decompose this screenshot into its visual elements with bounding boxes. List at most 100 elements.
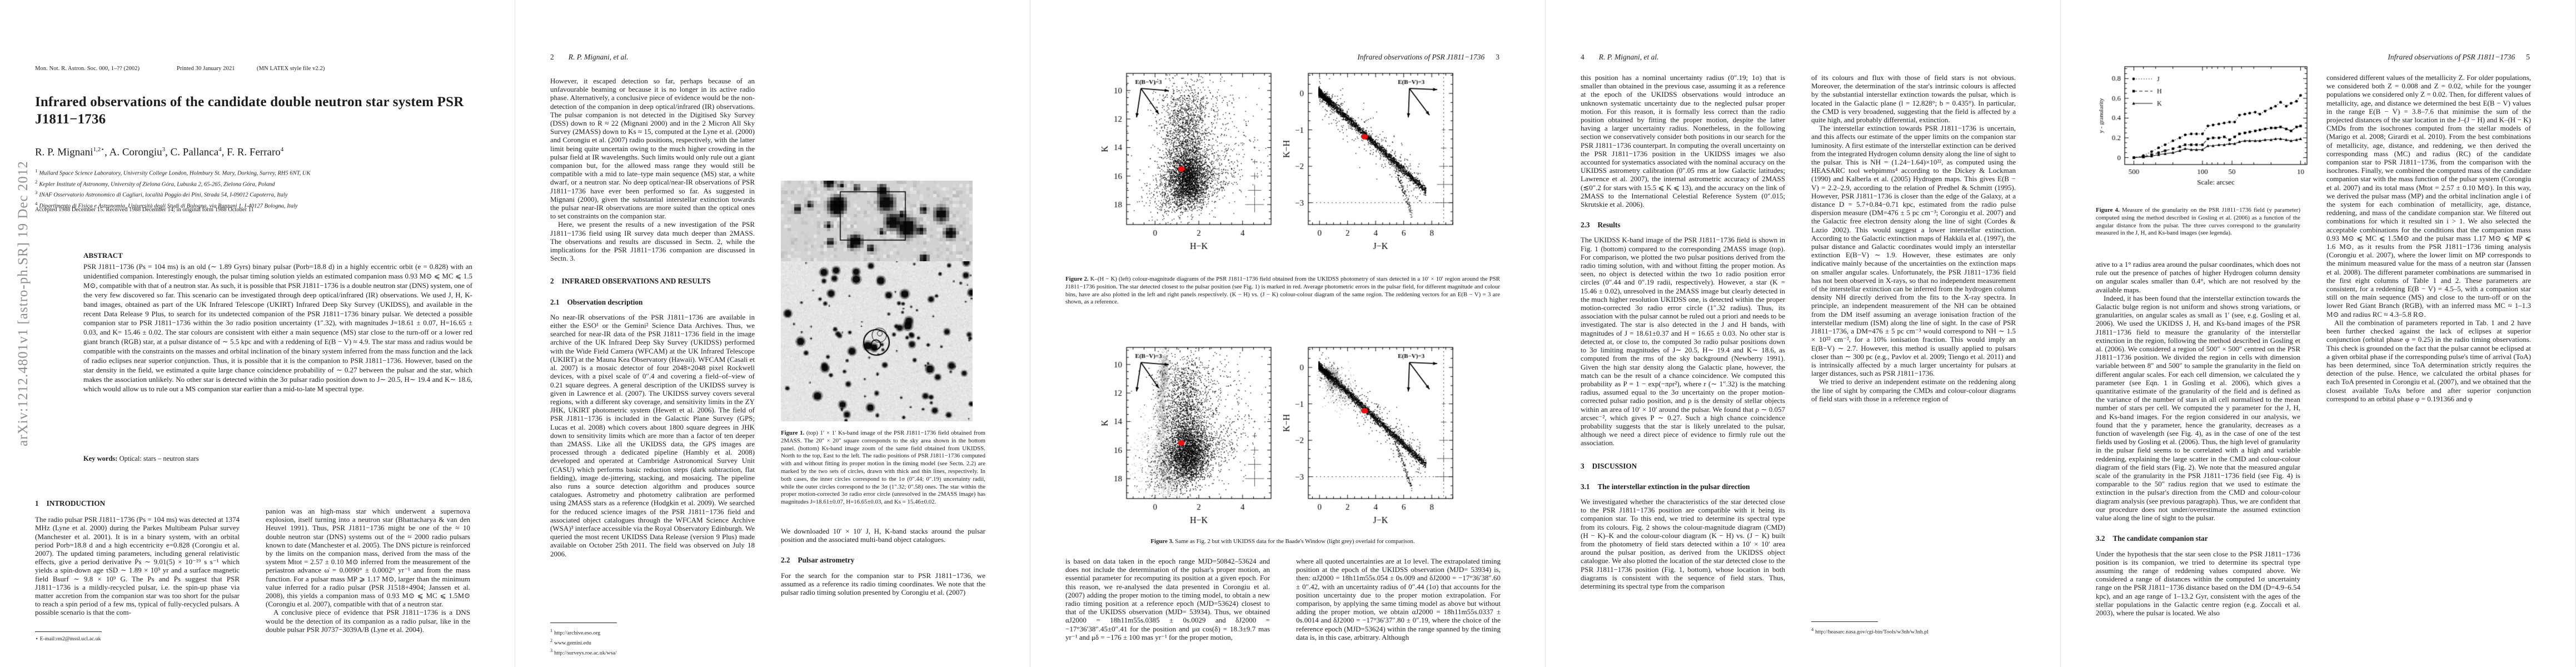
page4-column-right: of its colours and flux with those of fi… — [1811, 73, 2016, 403]
paragraph: panion was an high-mass star which under… — [266, 507, 470, 609]
figure2-caption-text: K–(H − K) (left) colour-magnitude diagra… — [1065, 276, 1500, 306]
figure1-caption-label: Figure 1. — [781, 430, 805, 436]
footnote-rule — [1811, 621, 1878, 622]
paragraph: where all quoted uncertainties are at 1σ… — [1296, 557, 1501, 641]
footnote-number: 4 — [1811, 627, 1814, 632]
running-head-pagenum: 5 — [2526, 53, 2530, 61]
journal-header-style: (MN LATEX style file v2.2) — [257, 66, 325, 72]
paragraph: For the search for the companion star to… — [781, 571, 985, 597]
running-head: 2 R. P. Mignani, et al. — [550, 53, 629, 62]
figure2-caption-label: Figure 2. — [1065, 276, 1089, 282]
page5-column-left: ative to a 1° radius area around the pul… — [2096, 260, 2300, 617]
list-item: 1 http://archive.eso.org — [550, 628, 601, 636]
intro-column-right: panion was an high-mass star which under… — [266, 507, 470, 634]
running-head: 4 R. P. Mignani, et al. — [1581, 53, 1659, 62]
page-3: Infrared observations of PSR J1811−1736 3… — [1030, 0, 1546, 667]
journal-header-printed: Printed 30 January 2021 — [177, 66, 235, 72]
list-item: 3 INAF Osservatorio Astronomico di Caglia… — [35, 190, 288, 198]
keywords-label: Key words: — [83, 455, 118, 462]
page-1: arXiv:1212.4801v1 [astro-ph.SR] 19 Dec 2… — [0, 0, 515, 667]
paragraph: The UKIDSS K-band image of the PSR J1811… — [1581, 236, 1785, 447]
figure1-ukidss-image — [781, 261, 973, 421]
figure3-caption: Figure 3. Same as Fig. 2 but with UKIDSS… — [1065, 538, 1500, 546]
paragraph: The radio pulsar PSR J1811−1736 (Ps = 10… — [35, 515, 240, 617]
paragraph: Here, we present the results of a new in… — [550, 220, 755, 263]
footnote-list: 1 http://archive.eso.org 2 www.gemini.edu 3 h… — [550, 627, 616, 656]
paragraph: We tried to derive an independent estima… — [1811, 377, 2016, 403]
paragraph: ative to a 1° radius area around the pul… — [2096, 260, 2300, 294]
arxiv-banner: arXiv:1212.4801v1 [astro-ph.SR] 19 Dec 2… — [16, 161, 31, 446]
figure1-caption-text: (top) 1′ × 1′ Ks-band image of the PSR J… — [781, 430, 985, 506]
paragraph: All the combination of parameters report… — [2326, 318, 2531, 403]
figure1-caption: Figure 1. (top) 1′ × 1′ Ks-band image of… — [781, 430, 985, 506]
page4-column-left: this position has a nominal uncertainty … — [1581, 73, 1785, 590]
paragraph: Indeed, it has been found that the inter… — [2096, 293, 2300, 522]
paragraph: We downloaded 10′ × 10′ J, H, K-band sta… — [781, 527, 985, 544]
page2-column-right-lower: We downloaded 10′ × 10′ J, H, K-band sta… — [781, 527, 985, 596]
page-title: Infrared observations of the candidate d… — [35, 94, 464, 127]
figure4-caption: Figure 4. Measure of the granularity on … — [2096, 207, 2300, 237]
paragraph: However, it escaped detection so far, pe… — [550, 77, 755, 221]
figure4-caption-label: Figure 4. — [2096, 207, 2120, 213]
paragraph: A conclusive piece of evidence that PSR … — [266, 608, 470, 634]
list-item: 4 Dipartimento di Fisica e Astronomia, Un… — [35, 200, 298, 210]
page3-column-right: where all quoted uncertainties are at 1σ… — [1296, 557, 1501, 641]
abstract-label: ABSTRACT — [83, 251, 123, 260]
figure3-caption-text: Same as Fig. 2 but with UKIDSS data for … — [1173, 538, 1415, 545]
paragraph: this position has a nominal uncertainty … — [1581, 73, 1785, 209]
page-5: Infrared observations of PSR J1811−1736 5… — [2061, 0, 2576, 667]
email-footnote: ⋆ E-mail:rm2@mssl.ucl.ac.uk — [35, 636, 101, 642]
list-item: 1 Mullard Space Science Laboratory, Unive… — [35, 168, 311, 177]
paragraph: We investigated whether the characterist… — [1581, 497, 1785, 590]
figure3-cmd-panel — [1100, 342, 1275, 527]
page-4: 4 R. P. Mignani, et al. this position has… — [1546, 0, 2061, 667]
figure4-caption-text: Measure of the granularity on the PSR J1… — [2096, 207, 2300, 237]
footnote-rule — [35, 631, 102, 632]
figure1-2mass-image — [781, 181, 973, 261]
paragraph: considered different values of the metal… — [2326, 73, 2531, 318]
running-head-title: Infrared observations of PSR J1811−1736 — [2388, 53, 2515, 61]
affiliation-list: 1 Mullard Space Science Laboratory, Unive… — [35, 167, 480, 210]
page5-column-right: considered different values of the metal… — [2326, 73, 2531, 403]
figure2-caption: Figure 2. K–(H − K) (left) colour-magnit… — [1065, 276, 1500, 306]
intro-column-left: 1 INTRODUCTION The radio pulsar PSR J1811−… — [35, 485, 240, 617]
paragraph: Under the hypothesis that the star seen … — [2096, 549, 2300, 617]
authors-line: R. P. Mignani1,2⋆, A. Corongiu3, C. Pall… — [35, 146, 284, 158]
section-heading: 3.1 The interstellar extinction in the pu… — [1581, 482, 1750, 491]
running-head-title: Infrared observations of PSR J1811−1736 — [1357, 53, 1485, 61]
running-head-title: R. P. Mignani, et al. — [568, 53, 629, 61]
page3-column-left: is based on data taken in the epoch rang… — [1065, 557, 1270, 641]
journal-header-left: Mon. Not. R. Astron. Soc. 000, 1–?? (200… — [35, 66, 140, 72]
running-head-pagenum: 2 — [550, 53, 554, 61]
section-heading: 3 DISCUSSION — [1581, 461, 1637, 470]
running-head-pagenum: 3 — [1496, 53, 1499, 61]
running-head: Infrared observations of PSR J1811−1736 3 — [1357, 53, 1499, 62]
paragraph: is based on data taken in the epoch rang… — [1065, 557, 1270, 641]
running-head-title: R. P. Mignani, et al. — [1598, 53, 1659, 61]
paragraph: of its colours and flux with those of fi… — [1811, 73, 2016, 125]
figure3-colour-colour-panel — [1282, 342, 1457, 527]
running-head: Infrared observations of PSR J1811−1736 5 — [2388, 53, 2530, 62]
section-heading: 2.1 Observation description — [550, 297, 643, 306]
section-heading: 2 INFRARED OBSERVATIONS AND RESULTS — [550, 277, 711, 286]
figure-1 — [781, 181, 973, 421]
section-heading: 1 INTRODUCTION — [35, 499, 106, 507]
paragraph: No near-IR observations of the PSR J1811… — [550, 312, 755, 558]
page2-column-left: However, it escaped detection so far, pe… — [550, 77, 755, 558]
footnote-text: http://heasarc.nasa.gov/cgi-bin/Tools/w3… — [1815, 629, 1929, 635]
figure4-granularity-chart — [2096, 62, 2313, 197]
keywords-text: Optical: stars – neutron stars — [117, 455, 199, 462]
figure2-cmd-panel — [1100, 68, 1275, 253]
abstract-text: PSR J1811−1736 (Ps = 104 ms) is an old (… — [83, 262, 472, 393]
heasarc-footnote: 4 http://heasarc.nasa.gov/cgi-bin/Tools/w… — [1811, 626, 1929, 636]
list-item: 2 www.gemini.edu — [550, 638, 591, 646]
accepted-line: Accepted 1988 December 15. Received 1988… — [35, 207, 254, 213]
list-item: 2 Kepler Institute of Astronomy, Universi… — [35, 178, 275, 188]
keywords-line: Key words: Optical: stars – neutron star… — [83, 455, 199, 463]
paragraph: The interstellar extinction towards PSR … — [1811, 124, 2016, 378]
running-head-pagenum: 4 — [1581, 53, 1585, 61]
section-heading: 2.3 Results — [1581, 221, 1621, 230]
figure3-caption-label: Figure 3. — [1150, 538, 1174, 545]
section-heading: 2.2 Pulsar astrometry — [781, 556, 855, 565]
